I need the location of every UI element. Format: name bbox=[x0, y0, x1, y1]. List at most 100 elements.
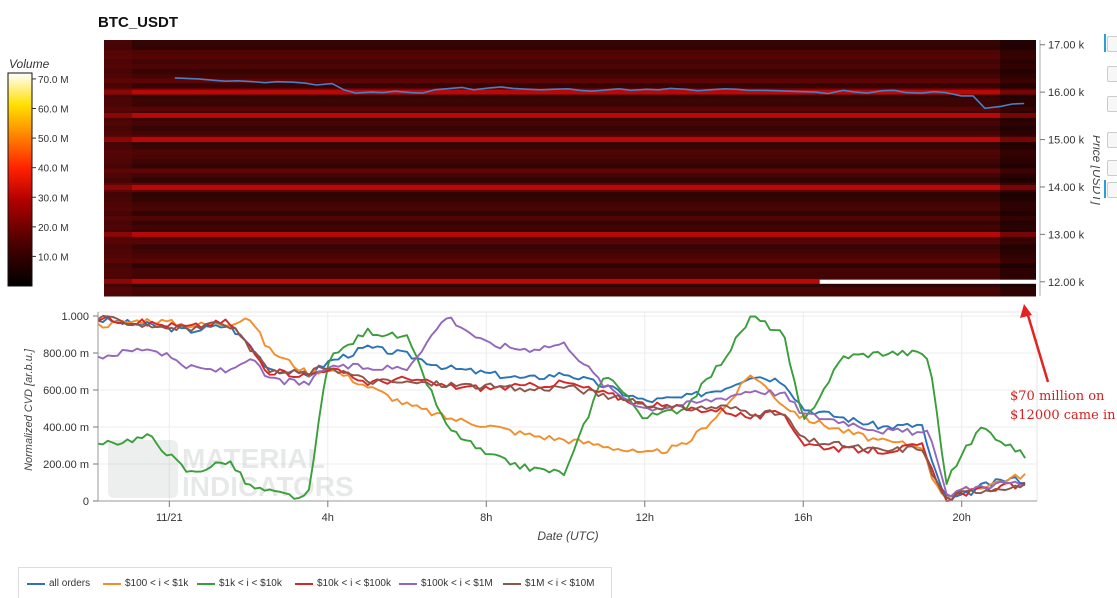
cvd-y-axis-label: Normalized CVD [ar.b.u.] bbox=[23, 348, 35, 471]
heatmap-row bbox=[104, 182, 1036, 188]
heatmap-row bbox=[104, 49, 1036, 55]
save-tool-button[interactable] bbox=[1107, 132, 1117, 148]
heatmap-row bbox=[104, 92, 1036, 98]
heatmap-row bbox=[104, 96, 1036, 103]
heatmap-row bbox=[104, 40, 1036, 46]
watermark-line2: INDICATORS bbox=[182, 471, 354, 502]
heatmap-row bbox=[104, 210, 1036, 216]
material-indicators-watermark: MATERIAL INDICATORS bbox=[108, 440, 354, 502]
watermark-line1: MATERIAL bbox=[182, 443, 325, 474]
cvd-series-line bbox=[97, 316, 1026, 498]
legend-item[interactable]: $1k < i < $10k bbox=[197, 578, 282, 589]
heatmap-row bbox=[104, 63, 1036, 69]
cvd-x-tick-label: 11/21 bbox=[156, 512, 183, 524]
heatmap-row bbox=[104, 139, 1036, 145]
cvd-series-line bbox=[97, 315, 1026, 502]
heatmap-row bbox=[104, 73, 1036, 79]
legend-item[interactable]: $100k < i < $1M bbox=[399, 578, 493, 589]
heatmap-intense-band bbox=[104, 184, 1036, 190]
annotation-line1: $70 million on bbox=[1010, 389, 1105, 404]
heatmap-row bbox=[104, 196, 1036, 202]
volume-colorbar: Volume 70.0 M 60.0 M 50.0 M 40.0 M 30.0 M 20.… bbox=[7, 57, 69, 287]
annotation-arrow-line bbox=[1025, 311, 1050, 383]
cvd-y-tick-label: 200.00 m bbox=[43, 459, 89, 471]
colorbar-tick-label: 60.0 M bbox=[38, 105, 69, 116]
heatmap-row bbox=[104, 153, 1036, 160]
heatmap-row bbox=[104, 77, 1036, 84]
heatmap-row bbox=[104, 291, 1036, 297]
heatmap-intense-band bbox=[104, 137, 1036, 143]
legend-label: $10k < i < $100k bbox=[317, 578, 391, 589]
cvd-series-line bbox=[97, 315, 1026, 501]
heatmap-row bbox=[104, 205, 1036, 212]
heatmap-intense-band bbox=[104, 89, 1036, 95]
heatmap-row bbox=[104, 163, 1036, 169]
heatmap-row bbox=[104, 168, 1036, 174]
heatmap-row bbox=[104, 215, 1036, 221]
heatmap-row bbox=[104, 248, 1036, 254]
wheel-zoom-tool-button[interactable] bbox=[1107, 96, 1117, 112]
heatmap-row bbox=[104, 258, 1036, 264]
heatmap-row bbox=[104, 158, 1036, 164]
heatmap-row bbox=[104, 125, 1036, 131]
legend-swatch bbox=[197, 582, 215, 585]
heatmap-row bbox=[104, 234, 1036, 240]
reset-tool-button[interactable] bbox=[1107, 160, 1117, 176]
box-zoom-tool-button[interactable] bbox=[1107, 66, 1117, 82]
colorbar-tick-label: 30.0 M bbox=[38, 193, 69, 204]
heatmap-intense-band bbox=[104, 278, 1036, 284]
heatmap-row bbox=[104, 144, 1036, 150]
heatmap-row bbox=[104, 243, 1036, 250]
cvd-series-line bbox=[97, 315, 1026, 500]
annotation-line2: $12000 came in bbox=[1010, 408, 1116, 423]
legend-item[interactable]: $1M < i < $10M bbox=[503, 578, 594, 589]
colorbar-tick-label: 20.0 M bbox=[38, 223, 69, 234]
cvd-x-tick-label: 8h bbox=[480, 512, 492, 524]
heatmap-row bbox=[104, 281, 1036, 288]
heatmap-y-axis-label: Price [USDT] bbox=[1090, 135, 1100, 206]
heatmap-row bbox=[104, 267, 1036, 273]
legend-swatch bbox=[399, 582, 417, 585]
heatmap-row bbox=[104, 58, 1036, 65]
heatmap-row bbox=[104, 201, 1036, 207]
heatmap-intense-band bbox=[104, 231, 1036, 237]
cvd-x-tick-label: 16h bbox=[794, 512, 812, 524]
heatmap-row bbox=[104, 224, 1036, 231]
colorbar-tick-label: 50.0 M bbox=[38, 134, 69, 145]
heatmap-row bbox=[104, 286, 1036, 292]
legend-item[interactable]: $100 < i < $1k bbox=[103, 578, 188, 589]
heatmap-row bbox=[104, 120, 1036, 126]
cvd-y-tick-label: 0 bbox=[83, 496, 89, 508]
btc-price-line bbox=[174, 77, 1025, 110]
heatmap-row bbox=[104, 191, 1036, 197]
legend-label: all orders bbox=[49, 578, 91, 589]
legend-item[interactable]: $10k < i < $100k bbox=[295, 578, 391, 589]
chart-toolbar bbox=[1103, 0, 1117, 220]
heatmap-y-tick-label: 16.00 k bbox=[1048, 87, 1085, 99]
heatmap-edge-right bbox=[1000, 40, 1036, 296]
cvd-x-tick-label: 12h bbox=[636, 512, 654, 524]
toolbar-active-indicator bbox=[1104, 34, 1106, 52]
colorbar-label: Volume bbox=[9, 57, 50, 71]
chart-legend: all orders $100 < i < $1k $1k < i < $10k $1… bbox=[18, 567, 612, 598]
price-heatmap: 17.00 k 16.00 k 15.00 k 14.00 k 13.00 k 12.00… bbox=[104, 40, 1100, 297]
legend-swatch bbox=[503, 582, 521, 585]
cvd-x-tick-label: 4h bbox=[322, 512, 334, 524]
heatmap-row bbox=[104, 149, 1036, 155]
cvd-y-tick-label: 1.000 bbox=[61, 311, 89, 323]
heatmap-y-tick-label: 12.00 k bbox=[1048, 277, 1085, 289]
legend-label: $1k < i < $10k bbox=[219, 578, 282, 589]
heatmap-row bbox=[104, 101, 1036, 107]
heatmap-y-tick-label: 17.00 k bbox=[1048, 40, 1085, 52]
heatmap-row bbox=[104, 54, 1036, 60]
heatmap-y-tick-label: 13.00 k bbox=[1048, 229, 1085, 241]
cvd-y-tick-label: 400.00 m bbox=[43, 422, 89, 434]
legend-item[interactable]: all orders bbox=[27, 578, 90, 589]
heatmap-edge bbox=[104, 40, 132, 296]
hover-tool-button[interactable] bbox=[1107, 182, 1117, 198]
highlighted-order-12000 bbox=[819, 279, 1036, 284]
pan-tool-button[interactable] bbox=[1107, 36, 1117, 52]
chart-title: BTC_USDT bbox=[98, 14, 179, 31]
heatmap-row bbox=[104, 172, 1036, 178]
